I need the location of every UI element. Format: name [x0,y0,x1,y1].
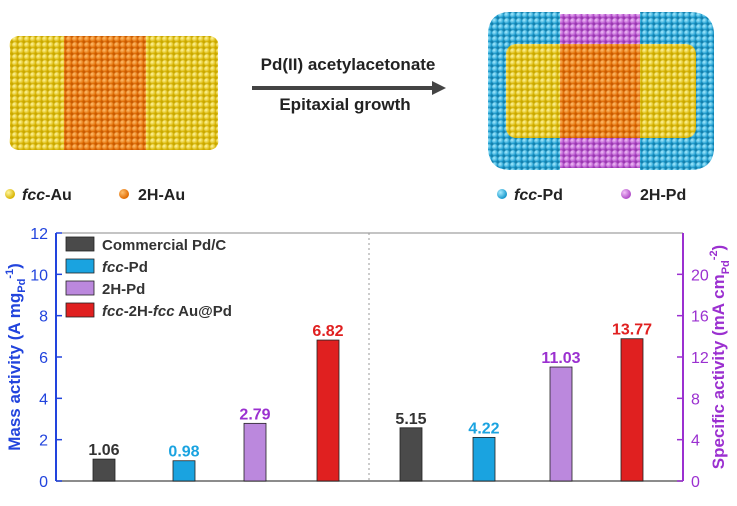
legend-swatch [65,302,95,318]
legend-label: fcc-2H-fcc Au@Pd [102,303,232,320]
au-nanostructure [9,36,219,150]
left-y-tick-label: 8 [39,309,48,326]
right-y-tick-label: 4 [691,433,700,450]
specific-activity-value-label: 13.77 [612,322,652,339]
left-y-tick-label: 6 [39,350,48,367]
mass-activity-value-label: 1.06 [88,442,119,459]
left-y-tick-label: 4 [39,391,48,408]
right-y-tick-label: 0 [691,474,700,491]
specific-activity-bar [399,427,423,482]
legend-swatch [65,280,95,296]
activity-bar-chart: 0 2 4 6 8 10 12 0 4 8 12 16 20 Mass activity (A mgPd-… [4,226,732,491]
specific-activity-value-label: 5.15 [395,411,426,428]
left-y-tick-label: 2 [39,433,48,450]
fcc-pd-swatch [497,189,507,199]
mass-activity-value-label: 6.82 [312,323,343,340]
2h-pd-swatch [621,189,631,199]
left-y-tick-label: 12 [30,226,48,243]
legend-label: Commercial Pd/C [102,237,226,254]
fcc-pd-label: fcc-Pd [514,187,563,204]
specific-activity-bar [472,436,496,482]
reagent-label: Pd(II) acetylacetonate [261,55,436,74]
mass-activity-bar [243,422,267,482]
legend-swatch [65,236,95,252]
2h-au-label: 2H-Au [138,187,185,204]
au-pd-nanostructure [488,12,714,170]
2h-pd-label: 2H-Pd [640,187,686,204]
process-label: Epitaxial growth [279,95,410,114]
specific-activity-bar [549,366,573,482]
2h-au-swatch [119,189,129,199]
right-y-tick-label: 16 [691,309,709,326]
mass-activity-bar [172,460,196,482]
mass-activity-value-label: 0.98 [168,444,199,461]
right-y-tick-label: 8 [691,391,700,408]
specific-activity-value-label: 4.22 [468,420,499,437]
specific-activity-value-label: 11.03 [541,350,580,367]
left-y-tick-label: 10 [30,267,48,284]
chart-legend: Commercial Pd/C fcc-Pd 2H-Pd fcc-2H-fcc Au@… [65,236,232,320]
mass-activity-value-label: 2.79 [239,406,270,423]
legend-swatch [65,258,95,274]
right-y-tick-label: 20 [691,267,709,284]
right-y-tick-label: 12 [691,350,709,367]
reaction-arrow [252,81,446,95]
fcc-au-label: fcc-Au [22,187,72,204]
atom-legend: fcc-Au 2H-Au fcc-Pd 2H-Pd [5,187,686,204]
left-y-tick-label: 0 [39,474,48,491]
left-y-axis-title: Mass activity (A mgPd-1) [4,263,28,451]
fcc-au-swatch [5,189,15,199]
mass-activity-bar [316,339,340,482]
specific-activity-bar [620,338,644,482]
legend-label: fcc-Pd [102,259,148,276]
synthesis-scheme: Pd(II) acetylacetonate Epitaxial growth … [5,12,714,204]
legend-label: 2H-Pd [102,281,145,298]
mass-activity-bar [92,458,116,482]
right-y-axis-title: Specific activity (mA cmPd-2) [708,245,732,469]
